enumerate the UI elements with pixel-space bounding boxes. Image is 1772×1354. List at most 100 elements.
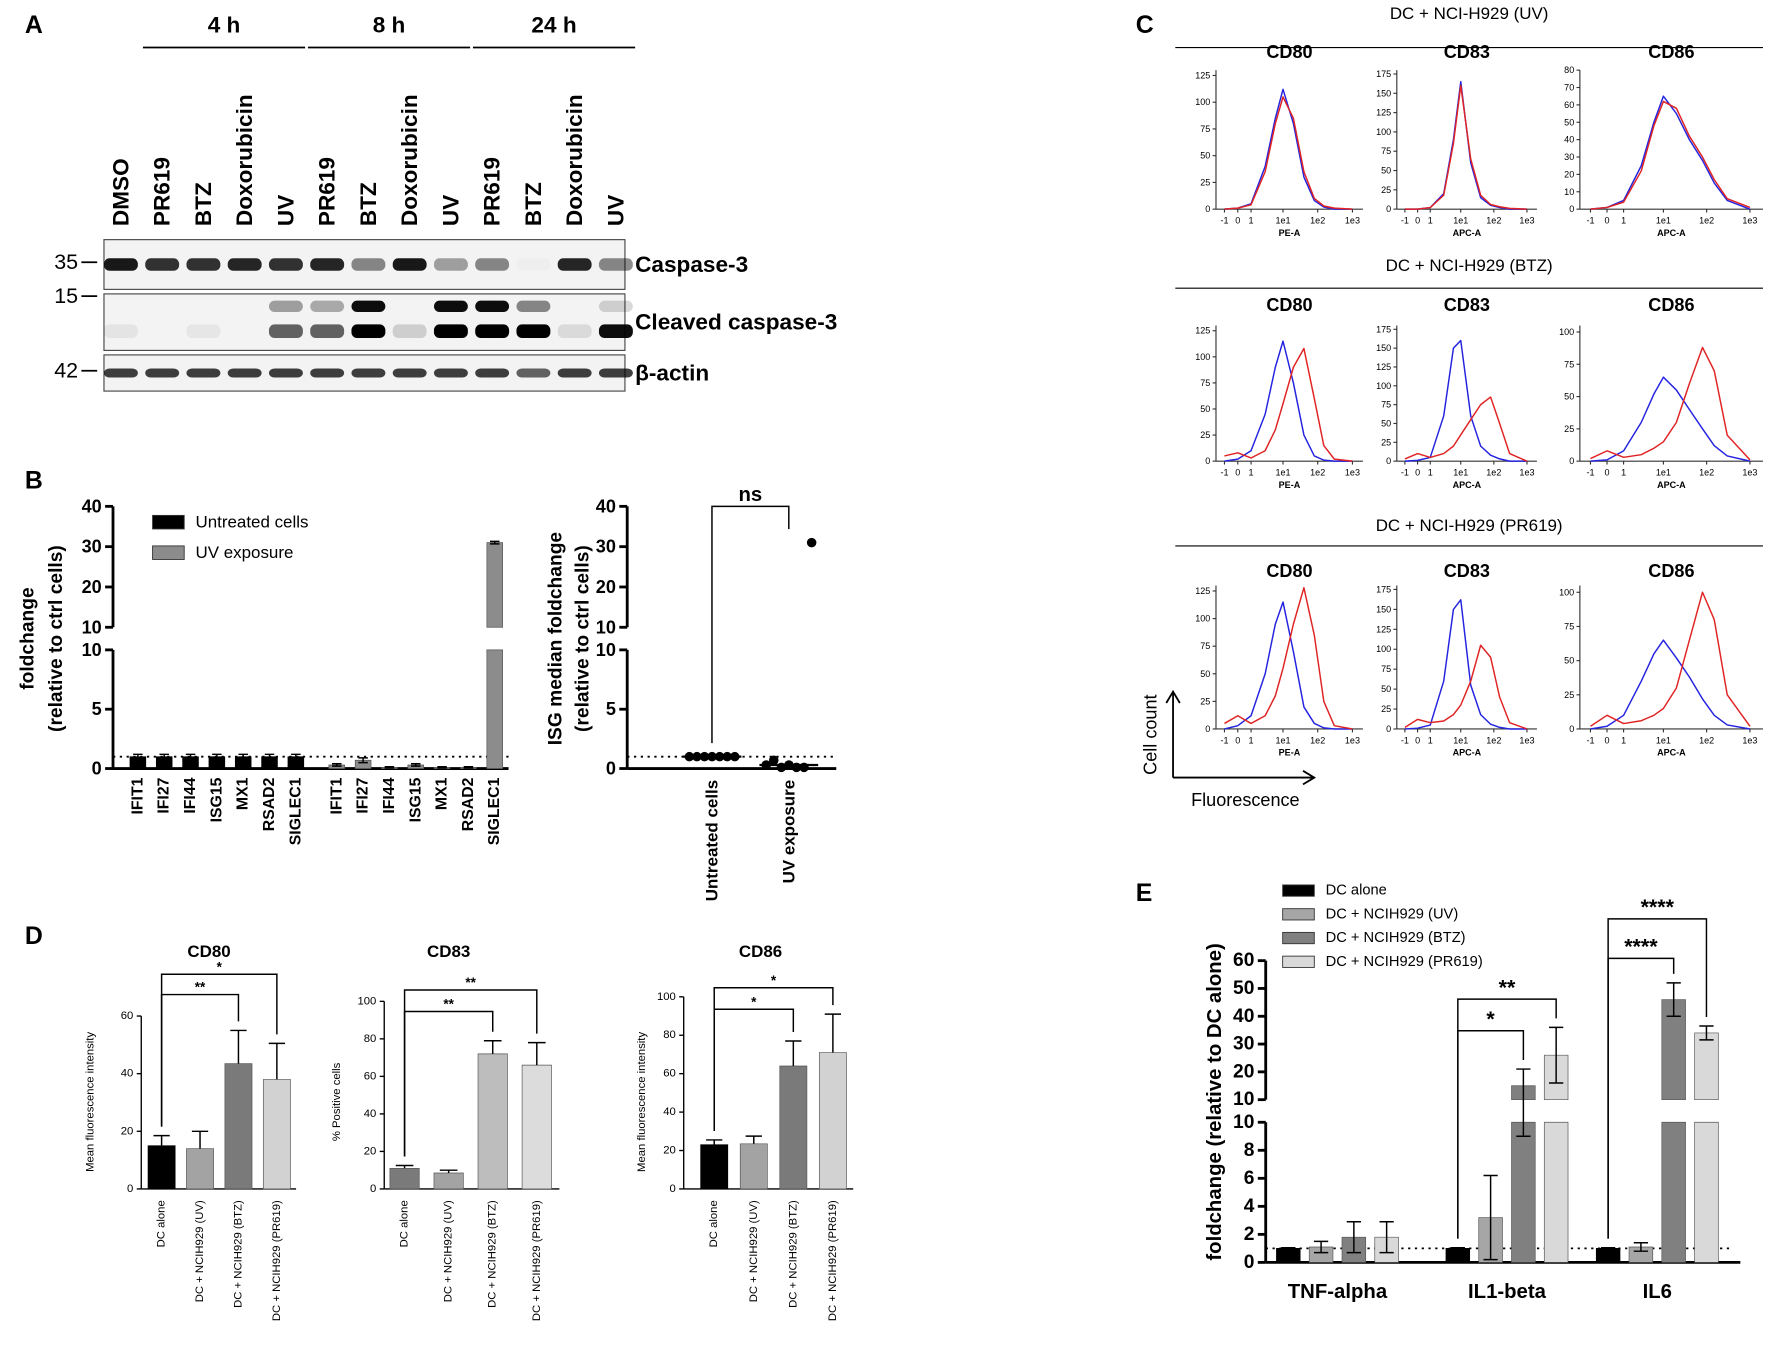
legend-label: DC + NCIH929 (PR619) xyxy=(1326,954,1483,970)
y-tick-label: 40 xyxy=(1564,135,1574,145)
blot-band xyxy=(475,258,510,271)
y-tick-label: 75 xyxy=(1200,124,1210,134)
y-axis-label: foldchange xyxy=(18,587,39,690)
x-tick-label: 1e3 xyxy=(1519,215,1534,225)
x-tick-label: RSAD2 xyxy=(460,777,477,831)
x-axis-label: APC-A xyxy=(1453,480,1482,490)
error-bar xyxy=(268,1042,286,1080)
significance-label: * xyxy=(1486,1007,1495,1031)
marker-label: 15 xyxy=(54,284,78,308)
error-bar xyxy=(395,1164,414,1169)
error-bar xyxy=(483,1040,502,1054)
histogram-line xyxy=(1590,376,1751,462)
blot-band xyxy=(351,368,386,378)
y-tick-label: 100 xyxy=(1195,97,1210,107)
y-tick-label: 60 xyxy=(663,1068,676,1080)
y-tick-label: 0 xyxy=(1244,1252,1255,1273)
y-tick-label: 60 xyxy=(1233,950,1254,971)
y-tick-label: 100 xyxy=(1376,127,1391,137)
x-tick-label: -1 xyxy=(1586,735,1594,745)
y-tick-label: 25 xyxy=(1200,696,1210,706)
histogram-line xyxy=(1224,347,1353,462)
y-tick-label: 25 xyxy=(1381,437,1391,447)
y-tick-label: 50 xyxy=(1381,166,1391,176)
blot-band xyxy=(310,324,345,338)
blot-band xyxy=(557,368,592,378)
error-bar xyxy=(1549,1026,1564,1084)
y-tick-label: 40 xyxy=(121,1068,134,1080)
y-tick-label: 0 xyxy=(1205,456,1210,466)
bar xyxy=(1445,1248,1471,1263)
error-bar xyxy=(437,766,447,769)
y-tick-label: 50 xyxy=(1200,669,1210,679)
x-tick-label: IFI44 xyxy=(182,777,199,813)
lane-label: Doxorubicin xyxy=(562,94,587,226)
group-title: DC + NCI-H929 (BTZ) xyxy=(1386,256,1553,275)
blot-band xyxy=(433,258,468,271)
error-bar xyxy=(332,763,342,767)
lane-label: PR619 xyxy=(480,157,505,226)
x-tick-label: 1e3 xyxy=(1519,467,1534,477)
marker-label: 35 xyxy=(54,250,78,274)
lane-label: DMSO xyxy=(108,158,133,226)
y-tick-label: 0 xyxy=(370,1183,376,1195)
y-tick-label: 50 xyxy=(1381,418,1391,428)
x-tick-label: 1 xyxy=(1621,215,1626,225)
blot-band xyxy=(268,324,303,338)
blot-band xyxy=(433,368,468,378)
x-tick-label: -1 xyxy=(1586,467,1594,477)
y-tick-label: 30 xyxy=(1233,1034,1254,1055)
y-tick-label: 0 xyxy=(1386,204,1391,214)
y-tick-label: 150 xyxy=(1376,88,1391,98)
error-bar xyxy=(159,753,169,760)
x-tick-label: 0 xyxy=(1235,215,1240,225)
x-tick-label: ISG15 xyxy=(407,777,424,822)
blot-band xyxy=(310,300,345,312)
y-tick-label: 50 xyxy=(1200,151,1210,161)
x-tick-label: -1 xyxy=(1220,467,1228,477)
x-tick-label: UV exposure xyxy=(779,780,798,884)
y-tick-label: 60 xyxy=(364,1070,377,1082)
chart-title: CD80 xyxy=(1266,295,1312,315)
y-tick-label: 125 xyxy=(1376,108,1391,118)
bar xyxy=(262,1079,291,1190)
x-tick-label: 1 xyxy=(1249,735,1254,745)
chart-title: CD80 xyxy=(1266,561,1312,581)
y-tick-label: 150 xyxy=(1376,343,1391,353)
lane-label: Doxorubicin xyxy=(232,94,257,226)
bar xyxy=(433,1172,464,1190)
y-tick-label: 50 xyxy=(1381,684,1391,694)
y-tick-label: 0 xyxy=(670,1183,676,1195)
y-tick-label: 50 xyxy=(1200,404,1210,414)
x-tick-label: -1 xyxy=(1220,215,1228,225)
y-tick-label: 40 xyxy=(596,496,616,516)
error-bar xyxy=(1379,1221,1394,1254)
lane-label: UV xyxy=(603,195,628,226)
x-tick-label: 1 xyxy=(1621,467,1626,477)
significance-label: * xyxy=(751,994,757,1009)
histogram-line xyxy=(1590,100,1751,210)
panel-label: B xyxy=(25,466,43,494)
y-tick-label: 40 xyxy=(1233,1006,1254,1027)
blot-band xyxy=(268,300,303,312)
y-tick-label: 175 xyxy=(1376,584,1391,594)
error-bar xyxy=(1313,1240,1329,1254)
y-axis-label: (relative to ctrl cells) xyxy=(573,545,594,732)
chart-title: CD80 xyxy=(187,942,230,961)
significance-label: ** xyxy=(195,980,206,995)
bar xyxy=(224,1063,253,1190)
x-tick-label: 0 xyxy=(1605,467,1610,477)
x-tick-label: IL1-beta xyxy=(1468,1281,1547,1303)
lane-label: BTZ xyxy=(521,182,546,226)
x-tick-label: 0 xyxy=(1235,735,1240,745)
error-bar xyxy=(264,753,275,760)
blot-band xyxy=(516,324,551,338)
group-title: DC + NCI-H929 (PR619) xyxy=(1376,516,1563,535)
y-tick-label: 125 xyxy=(1195,70,1210,80)
bar xyxy=(700,1144,729,1190)
time-label: 8 h xyxy=(373,12,406,37)
y-tick-label: 100 xyxy=(1559,327,1574,337)
bar xyxy=(818,1052,847,1190)
